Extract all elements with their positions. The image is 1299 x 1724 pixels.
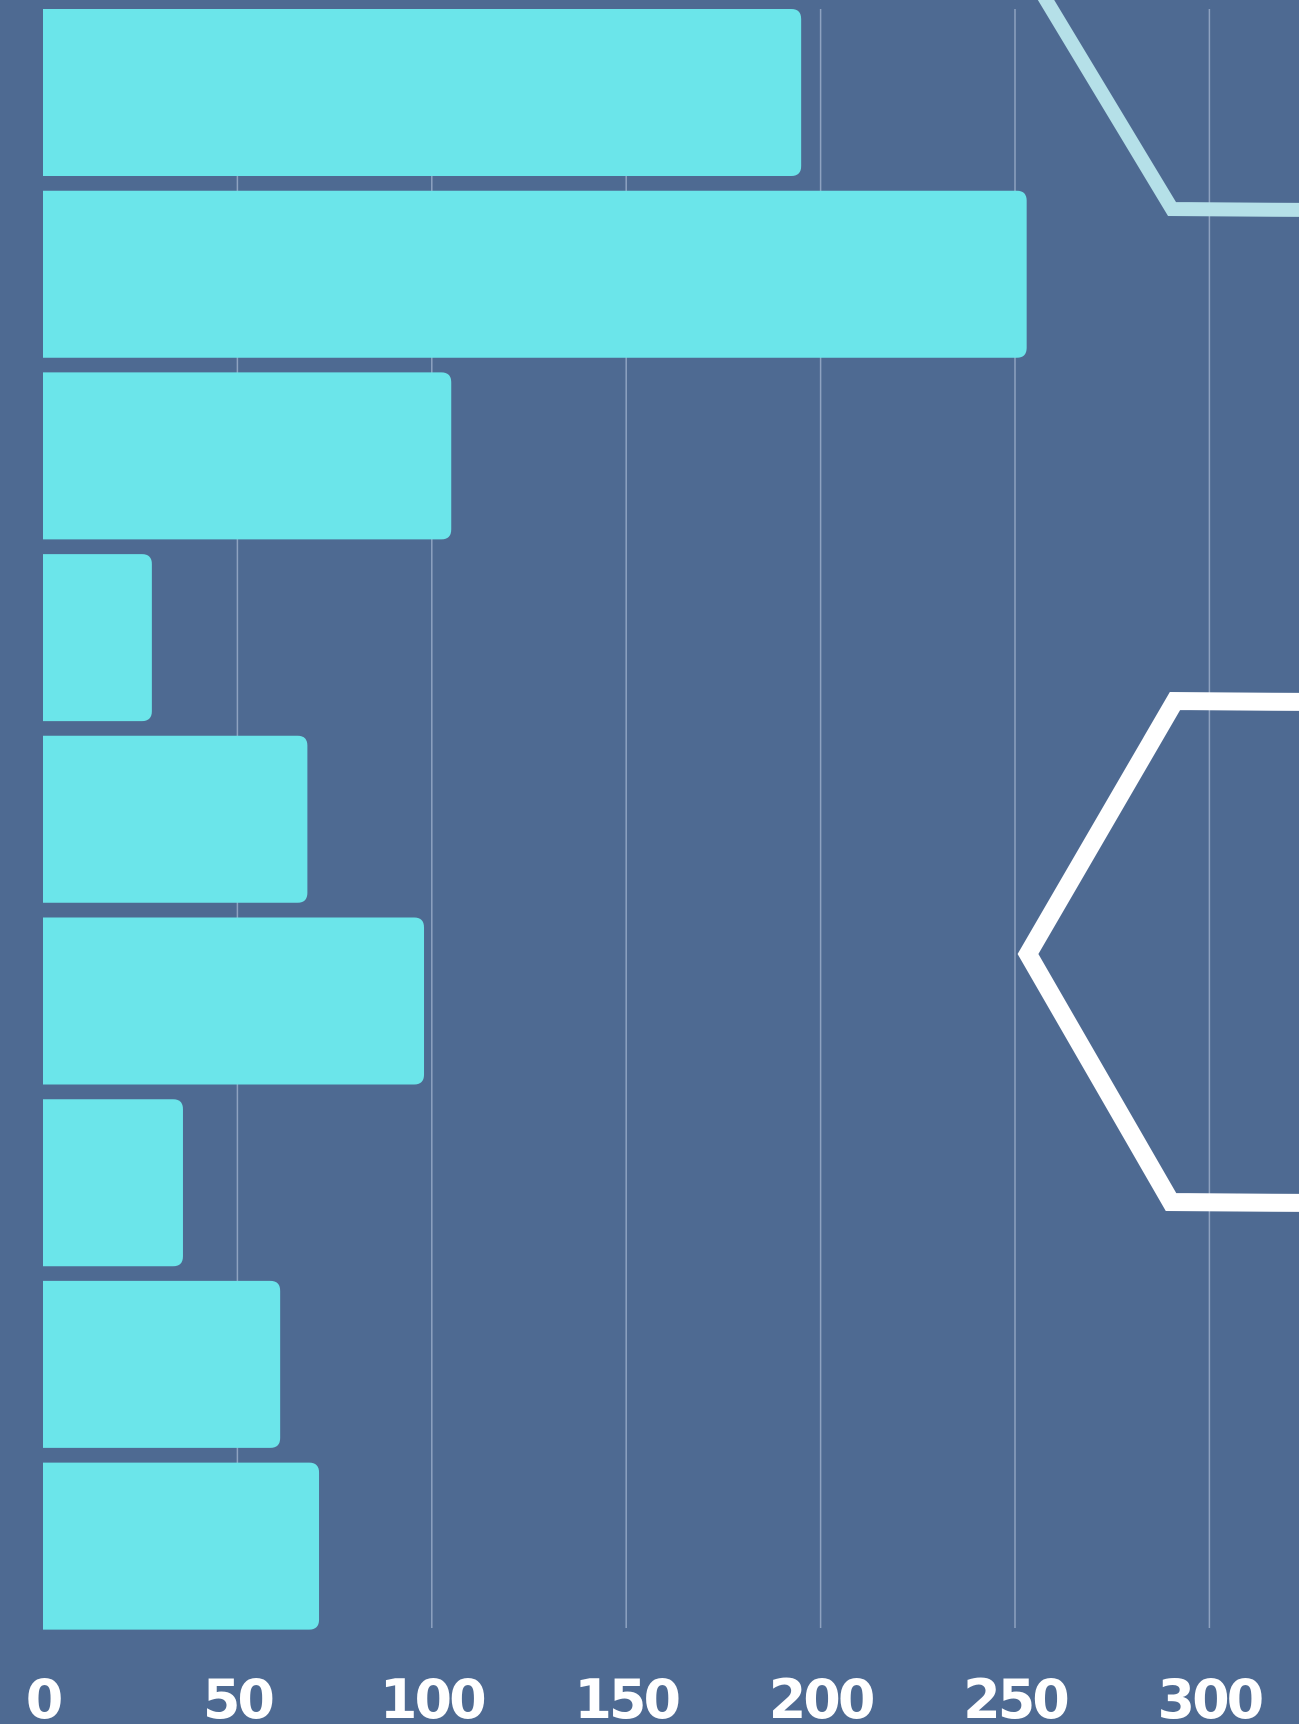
x-tick-label: 0 bbox=[26, 1668, 61, 1724]
bar-3 bbox=[43, 372, 452, 540]
x-tick-label: 250 bbox=[963, 1668, 1067, 1724]
bars bbox=[43, 9, 1027, 1630]
bar-2 bbox=[43, 190, 1027, 358]
x-tick-label: 50 bbox=[203, 1668, 273, 1724]
x-tick-label: 200 bbox=[769, 1668, 873, 1724]
x-axis-tick-labels: 0 50 100 150 200 250 300 bbox=[26, 1668, 1265, 1724]
bar-5 bbox=[43, 735, 308, 903]
bar-6 bbox=[43, 917, 425, 1085]
bar-9 bbox=[43, 1462, 320, 1630]
hexagon-outline-white bbox=[1017, 691, 1299, 1212]
decorative-hexagons bbox=[1017, 0, 1299, 1212]
x-tick-label: 300 bbox=[1158, 1668, 1262, 1724]
hexagon-outline-light bbox=[1037, 0, 1299, 217]
x-tick-label: 150 bbox=[574, 1668, 678, 1724]
bar-4 bbox=[43, 554, 152, 722]
bar-1 bbox=[43, 9, 802, 176]
x-tick-label: 100 bbox=[380, 1668, 484, 1724]
bar-7 bbox=[43, 1099, 183, 1267]
bar-8 bbox=[43, 1280, 281, 1448]
